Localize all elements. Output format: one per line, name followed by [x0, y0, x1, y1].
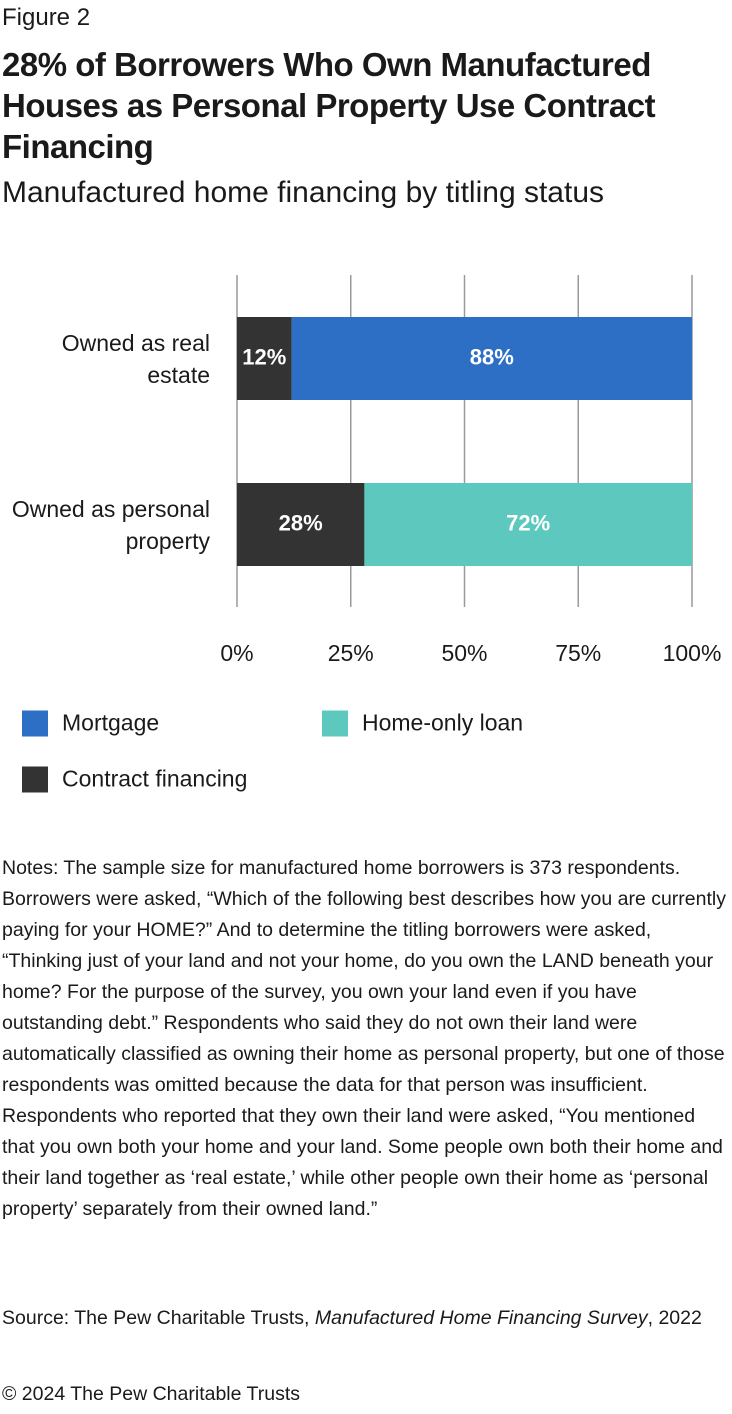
copyright: © 2024 The Pew Charitable Trusts — [2, 1383, 300, 1405]
bar-segment — [291, 317, 692, 400]
data-label: 28% — [279, 510, 323, 535]
legend-swatch — [22, 710, 48, 736]
notes: Notes: The sample size for manufactured … — [2, 857, 726, 1220]
source-suffix: , 2022 — [647, 1307, 702, 1329]
source-prefix: Source: The Pew Charitable Trusts, — [2, 1307, 315, 1329]
x-tick-label: 0% — [220, 640, 253, 666]
bar-segment — [237, 483, 365, 566]
x-tick-label: 25% — [328, 640, 374, 666]
y-tick-label: Owned as personal property — [11, 495, 210, 554]
chart-title: 28% of Borrowers Who Own Manufactured Ho… — [2, 46, 656, 165]
legend-label: Home-only loan — [362, 709, 524, 736]
y-tick-label: Owned as real estate — [61, 329, 210, 388]
legend-item: Mortgage — [22, 710, 159, 737]
x-tick-label: 75% — [555, 640, 601, 666]
legend-label: Mortgage — [62, 709, 160, 736]
x-tick-label: 50% — [441, 640, 487, 666]
chart: 0% 25% 50% 75% 100% 12% 88% 28% 72% — [220, 275, 722, 666]
legend-item: Home-only loan — [322, 710, 523, 737]
legend-item: Contract financing — [22, 766, 247, 793]
source: Source: The Pew Charitable Trusts, Manuf… — [2, 1303, 702, 1334]
legend-swatch — [22, 766, 48, 792]
chart-subtitle: Manufactured home financing by titling s… — [2, 176, 605, 209]
data-label: 12% — [242, 344, 286, 369]
legend-label: Contract financing — [62, 765, 248, 792]
legend-swatch — [322, 710, 348, 736]
bar-segment — [364, 483, 692, 566]
x-tick-label: 100% — [663, 640, 722, 666]
data-label: 88% — [470, 344, 514, 369]
data-label: 72% — [506, 510, 550, 535]
source-title: Manufactured Home Financing Survey — [314, 1307, 648, 1329]
figure-label: Figure 2 — [2, 4, 91, 31]
bar-segment — [237, 317, 292, 400]
